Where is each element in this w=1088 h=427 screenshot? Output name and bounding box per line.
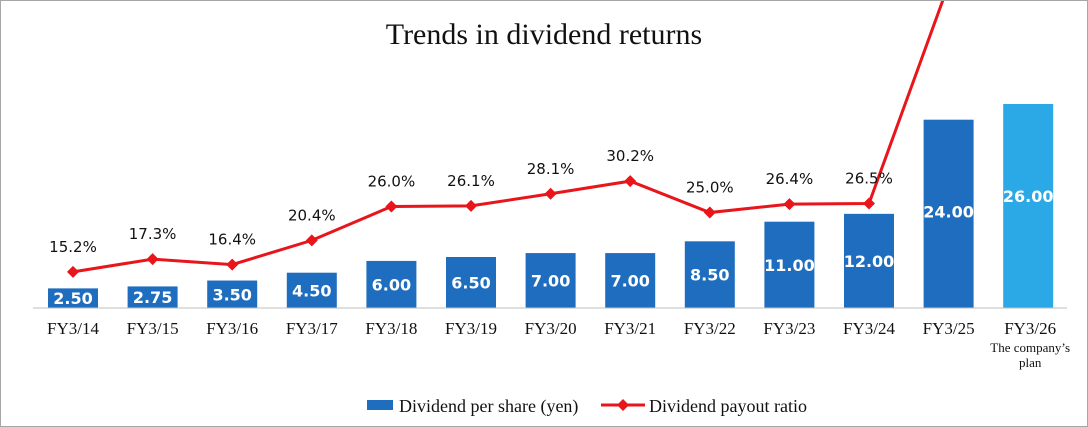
bar-value-label: 7.00 — [610, 272, 649, 291]
bar-value-label: 2.75 — [133, 288, 172, 307]
bar-fy3-22 — [684, 241, 735, 308]
x-tick-label: FY3/25 — [923, 319, 975, 338]
x-tick-sublabel: The company’s — [990, 340, 1070, 355]
x-tick-label: FY3/14 — [47, 319, 99, 338]
payout-ratio-point — [783, 198, 796, 211]
line-value-labels: 15.2% 17.3% 16.4% 20.4% 26.0% 26.1% 28.1% 30.2%… — [49, 147, 893, 256]
bar-value-label: 12.00 — [844, 252, 895, 271]
payout-ratio-label: 30.2% — [606, 147, 654, 165]
bar-fy3-20 — [525, 253, 576, 308]
payout-ratio-point — [624, 175, 637, 188]
x-tick-label: FY3/23 — [763, 319, 815, 338]
payout-ratio-label: 16.4% — [208, 231, 256, 249]
legend-marker-dividend-payout-ratio — [617, 399, 629, 411]
line-series — [67, 1, 945, 278]
payout-ratio-label: 26.4% — [766, 170, 814, 188]
legend-label-dividend-per-share: Dividend per share (yen) — [399, 396, 578, 417]
bar-value-label: 24.00 — [923, 203, 974, 222]
bar-value-label: 4.50 — [292, 281, 331, 300]
x-tick-label: FY3/20 — [525, 319, 577, 338]
bar-fy3-19 — [446, 257, 496, 308]
x-tick-label: FY3/16 — [206, 319, 258, 338]
x-tick-label: FY3/21 — [604, 319, 656, 338]
payout-ratio-label: 15.2% — [49, 238, 97, 256]
bar-fy3-23 — [764, 221, 815, 308]
bar-value-label: 2.50 — [53, 289, 92, 308]
bar-fy3-15 — [127, 286, 178, 308]
payout-ratio-label: 28.1% — [527, 160, 575, 178]
bar-fy3-24 — [844, 213, 894, 308]
chart-title: Trends in dividend returns — [386, 18, 702, 51]
bar-fy3-21 — [605, 253, 656, 308]
payout-ratio-point — [544, 187, 557, 200]
payout-ratio-point — [863, 197, 875, 210]
payout-ratio-point — [465, 199, 477, 212]
payout-ratio-label: 25.0% — [686, 179, 734, 197]
bar-value-label: 6.00 — [372, 275, 411, 294]
bar-value-label: 7.00 — [531, 272, 570, 291]
x-tick-label: FY3/22 — [684, 319, 736, 338]
payout-ratio-line — [72, 1, 945, 274]
x-tick-label: FY3/15 — [127, 319, 179, 338]
x-axis-labels: FY3/14 FY3/15 FY3/16 FY3/17 FY3/18 FY3/19 FY3/… — [47, 319, 1070, 370]
payout-ratio-label: 26.5% — [845, 169, 893, 187]
payout-ratio-point — [385, 200, 398, 213]
bar-value-label: 3.50 — [212, 285, 251, 304]
payout-ratio-label: 20.4% — [288, 206, 336, 224]
x-tick-label: FY3/26 — [1004, 319, 1056, 338]
bar-fy3-16 — [207, 280, 258, 308]
payout-ratio-point — [703, 206, 716, 219]
legend: Dividend per share (yen) Dividend payout… — [367, 396, 807, 417]
bar-value-label: 6.50 — [451, 274, 490, 293]
payout-ratio-label: 26.1% — [447, 172, 495, 190]
x-tick-label: FY3/18 — [365, 319, 417, 338]
legend-swatch-dividend-per-share — [367, 400, 393, 410]
payout-ratio-label: 26.0% — [368, 173, 416, 191]
bar-fy3-14 — [48, 288, 98, 308]
x-tick-label: FY3/17 — [286, 319, 338, 338]
payout-ratio-label: 17.3% — [129, 225, 177, 243]
payout-ratio-point — [67, 265, 79, 278]
payout-ratio-point — [305, 234, 318, 247]
x-tick-label: FY3/19 — [445, 319, 497, 338]
bar-fy3-26 — [1003, 104, 1054, 308]
bar-fy3-17 — [286, 272, 337, 308]
bar-series — [48, 104, 1054, 308]
x-tick-label: FY3/24 — [843, 319, 895, 338]
bar-value-label: 11.00 — [764, 256, 815, 275]
legend-label-dividend-payout-ratio: Dividend payout ratio — [649, 396, 807, 416]
bar-fy3-25 — [923, 119, 974, 308]
bar-value-label: 26.00 — [1003, 187, 1054, 206]
x-tick-sublabel: plan — [1019, 355, 1042, 370]
bar-value-labels: 2.50 2.75 3.50 4.50 6.00 6.50 7.00 7.00 8.50 11.0… — [53, 187, 1053, 308]
bar-value-label: 8.50 — [690, 266, 729, 285]
bar-fy3-18 — [366, 260, 417, 308]
payout-ratio-point — [146, 253, 159, 266]
payout-ratio-point — [226, 258, 239, 271]
